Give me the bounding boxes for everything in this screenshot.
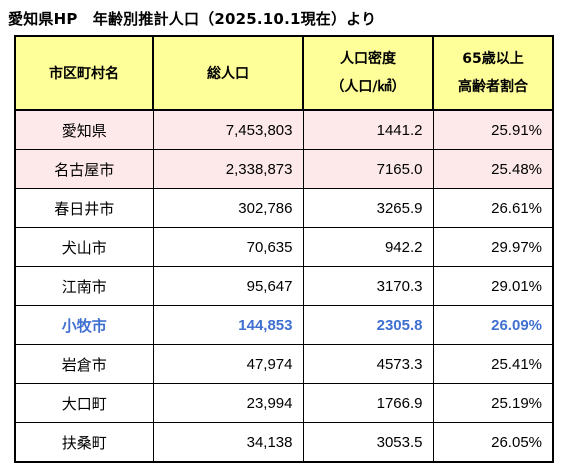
table-row: 春日井市 302,786 3265.9 26.61% [14,188,554,228]
table-row: 江南市 95,647 3170.3 29.01% [14,266,554,306]
municipality-cell: 江南市 [14,266,154,306]
density-cell: 942.2 [302,227,434,267]
table-row: 犬山市 70,635 942.2 29.97% [14,227,554,267]
population-cell: 23,994 [152,383,304,423]
elderly-ratio-cell: 29.01% [432,266,554,306]
municipality-cell: 春日井市 [14,188,154,228]
header-population: 総人口 [152,35,304,111]
population-cell: 302,786 [152,188,304,228]
density-cell: 1441.2 [302,109,434,150]
header-municipality: 市区町村名 [14,35,154,111]
table-row: 岩倉市 47,974 4573.3 25.41% [14,344,554,384]
elderly-ratio-cell: 25.19% [432,383,554,423]
population-table: 市区町村名 総人口 人口密度 （人口/㎢） 65歳以上 高齢者割合 愛知県 7,4… [14,35,554,463]
table-row: 小牧市 144,853 2305.8 26.09% [14,305,554,345]
density-cell: 4573.3 [302,344,434,384]
density-cell: 3170.3 [302,266,434,306]
municipality-cell: 大口町 [14,383,154,423]
population-cell: 70,635 [152,227,304,267]
elderly-ratio-cell: 26.05% [432,422,554,463]
elderly-ratio-cell: 25.91% [432,109,554,150]
elderly-ratio-cell: 25.41% [432,344,554,384]
density-cell: 7165.0 [302,149,434,189]
population-cell: 144,853 [152,305,304,345]
table-row: 大口町 23,994 1766.9 25.19% [14,383,554,423]
page-title: 愛知県HP 年齢別推計人口（2025.10.1現在）より [8,10,377,28]
table-header-row: 市区町村名 総人口 人口密度 （人口/㎢） 65歳以上 高齢者割合 [14,35,554,111]
elderly-ratio-cell: 26.61% [432,188,554,228]
municipality-cell: 愛知県 [14,109,154,150]
elderly-ratio-cell: 25.48% [432,149,554,189]
municipality-cell: 扶桑町 [14,422,154,463]
municipality-cell: 小牧市 [14,305,154,345]
population-cell: 95,647 [152,266,304,306]
population-cell: 7,453,803 [152,109,304,150]
municipality-cell: 岩倉市 [14,344,154,384]
table-row: 愛知県 7,453,803 1441.2 25.91% [14,109,554,150]
municipality-cell: 犬山市 [14,227,154,267]
density-cell: 3265.9 [302,188,434,228]
table-row: 名古屋市 2,338,873 7165.0 25.48% [14,149,554,189]
header-elderly-ratio: 65歳以上 高齢者割合 [432,35,554,111]
population-cell: 34,138 [152,422,304,463]
population-cell: 47,974 [152,344,304,384]
elderly-ratio-cell: 29.97% [432,227,554,267]
municipality-cell: 名古屋市 [14,149,154,189]
density-cell: 2305.8 [302,305,434,345]
table-row: 扶桑町 34,138 3053.5 26.05% [14,422,554,463]
density-cell: 1766.9 [302,383,434,423]
population-cell: 2,338,873 [152,149,304,189]
elderly-ratio-cell: 26.09% [432,305,554,345]
header-density: 人口密度 （人口/㎢） [302,35,434,111]
density-cell: 3053.5 [302,422,434,463]
